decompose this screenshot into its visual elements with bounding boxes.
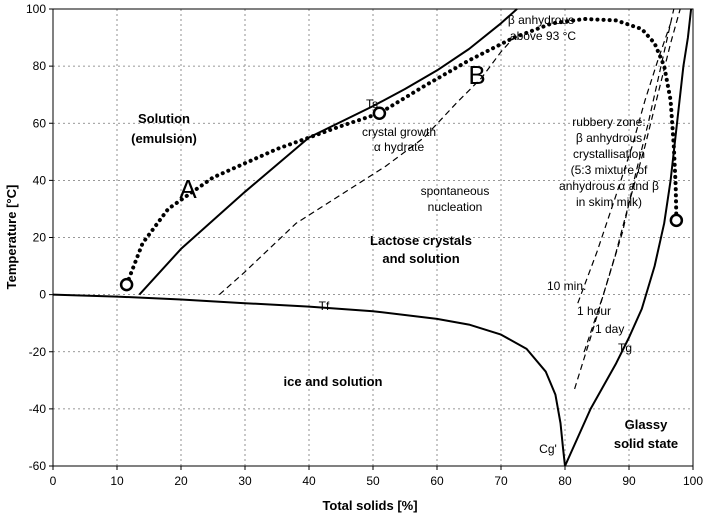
x-tick-label: 100 xyxy=(683,474,703,488)
label-alpha-hydrate: α hydrate xyxy=(374,140,425,154)
curve-spont xyxy=(219,37,515,296)
x-tick-label: 20 xyxy=(174,474,188,488)
x-tick-label: 60 xyxy=(430,474,444,488)
label-rubbery-zone: rubbery zone: xyxy=(572,115,645,129)
label-10-min: 10 min. xyxy=(547,279,586,293)
x-tick-label: 90 xyxy=(622,474,636,488)
process-marker xyxy=(119,277,134,292)
y-tick-label: 60 xyxy=(33,116,47,130)
label-solution: Solution xyxy=(138,111,190,126)
y-axis-title: Temperature [°C] xyxy=(4,185,19,290)
process-marker xyxy=(669,213,684,228)
label-rubbery-beta: β anhydrous xyxy=(576,131,642,145)
label-beta-anhydrous: β anhydrous xyxy=(508,13,574,27)
label-b: B xyxy=(468,60,485,90)
annotations: Solution (emulsion) A B Ts crystal growt… xyxy=(131,13,678,456)
curve-tf xyxy=(52,293,566,467)
curve-ts xyxy=(138,8,518,296)
y-tick-label: 40 xyxy=(33,173,47,187)
x-tick-label: 0 xyxy=(50,474,57,488)
label-and-solution: and solution xyxy=(382,251,459,266)
label-nucleation: nucleation xyxy=(428,200,483,214)
label-above-93: above 93 °C xyxy=(510,29,577,43)
grid xyxy=(53,9,693,466)
label-1-hour: 1 hour xyxy=(577,304,611,318)
curve-tg xyxy=(564,8,693,467)
y-tick-label: 0 xyxy=(39,288,46,302)
label-lactose: Lactose crystals xyxy=(370,233,472,248)
axis-ticks: 0 10 20 30 40 50 60 70 80 90 100 -60 -40 -20 0 20 40 60 80… xyxy=(26,2,703,488)
label-glassy: Glassy xyxy=(625,417,668,432)
label-crystal-growth: crystal growth xyxy=(362,125,436,139)
y-tick-label: -60 xyxy=(29,459,47,473)
curve-process xyxy=(124,17,679,287)
curves xyxy=(52,8,693,467)
x-axis-title: Total solids [%] xyxy=(322,498,417,513)
curve-t10min xyxy=(577,23,672,304)
label-cg: Cg' xyxy=(539,442,557,456)
label-ts: Ts xyxy=(366,97,378,111)
label-spontaneous: spontaneous xyxy=(421,184,490,198)
label-tg: Tg xyxy=(618,341,632,355)
label-solid-state: solid state xyxy=(614,436,678,451)
y-tick-label: 20 xyxy=(33,231,47,245)
x-tick-label: 40 xyxy=(302,474,316,488)
y-tick-label: 80 xyxy=(33,59,47,73)
x-tick-label: 80 xyxy=(558,474,572,488)
y-tick-label: -40 xyxy=(29,402,47,416)
x-tick-label: 70 xyxy=(494,474,508,488)
curve-t1hour xyxy=(583,8,675,352)
process-marker xyxy=(372,106,387,121)
label-rubbery-skim: in skim milk) xyxy=(576,195,642,209)
y-tick-label: 100 xyxy=(26,2,46,16)
label-rubbery-alpha-beta: anhydrous α and β xyxy=(559,179,659,193)
label-1-day: 1 day xyxy=(595,322,624,336)
curve-t1day xyxy=(574,8,681,390)
label-a: A xyxy=(179,174,197,204)
label-rubbery-mixture: (5:3 mixture of xyxy=(571,163,648,177)
x-tick-label: 50 xyxy=(366,474,380,488)
label-ice: ice and solution xyxy=(284,374,383,389)
label-rubbery-cryst: crystallisation xyxy=(573,147,645,161)
y-tick-label: -20 xyxy=(29,345,47,359)
x-tick-label: 10 xyxy=(110,474,124,488)
markers xyxy=(119,106,684,292)
label-tf: Tf xyxy=(319,299,330,313)
label-emulsion: (emulsion) xyxy=(131,131,197,146)
x-tick-label: 30 xyxy=(238,474,252,488)
